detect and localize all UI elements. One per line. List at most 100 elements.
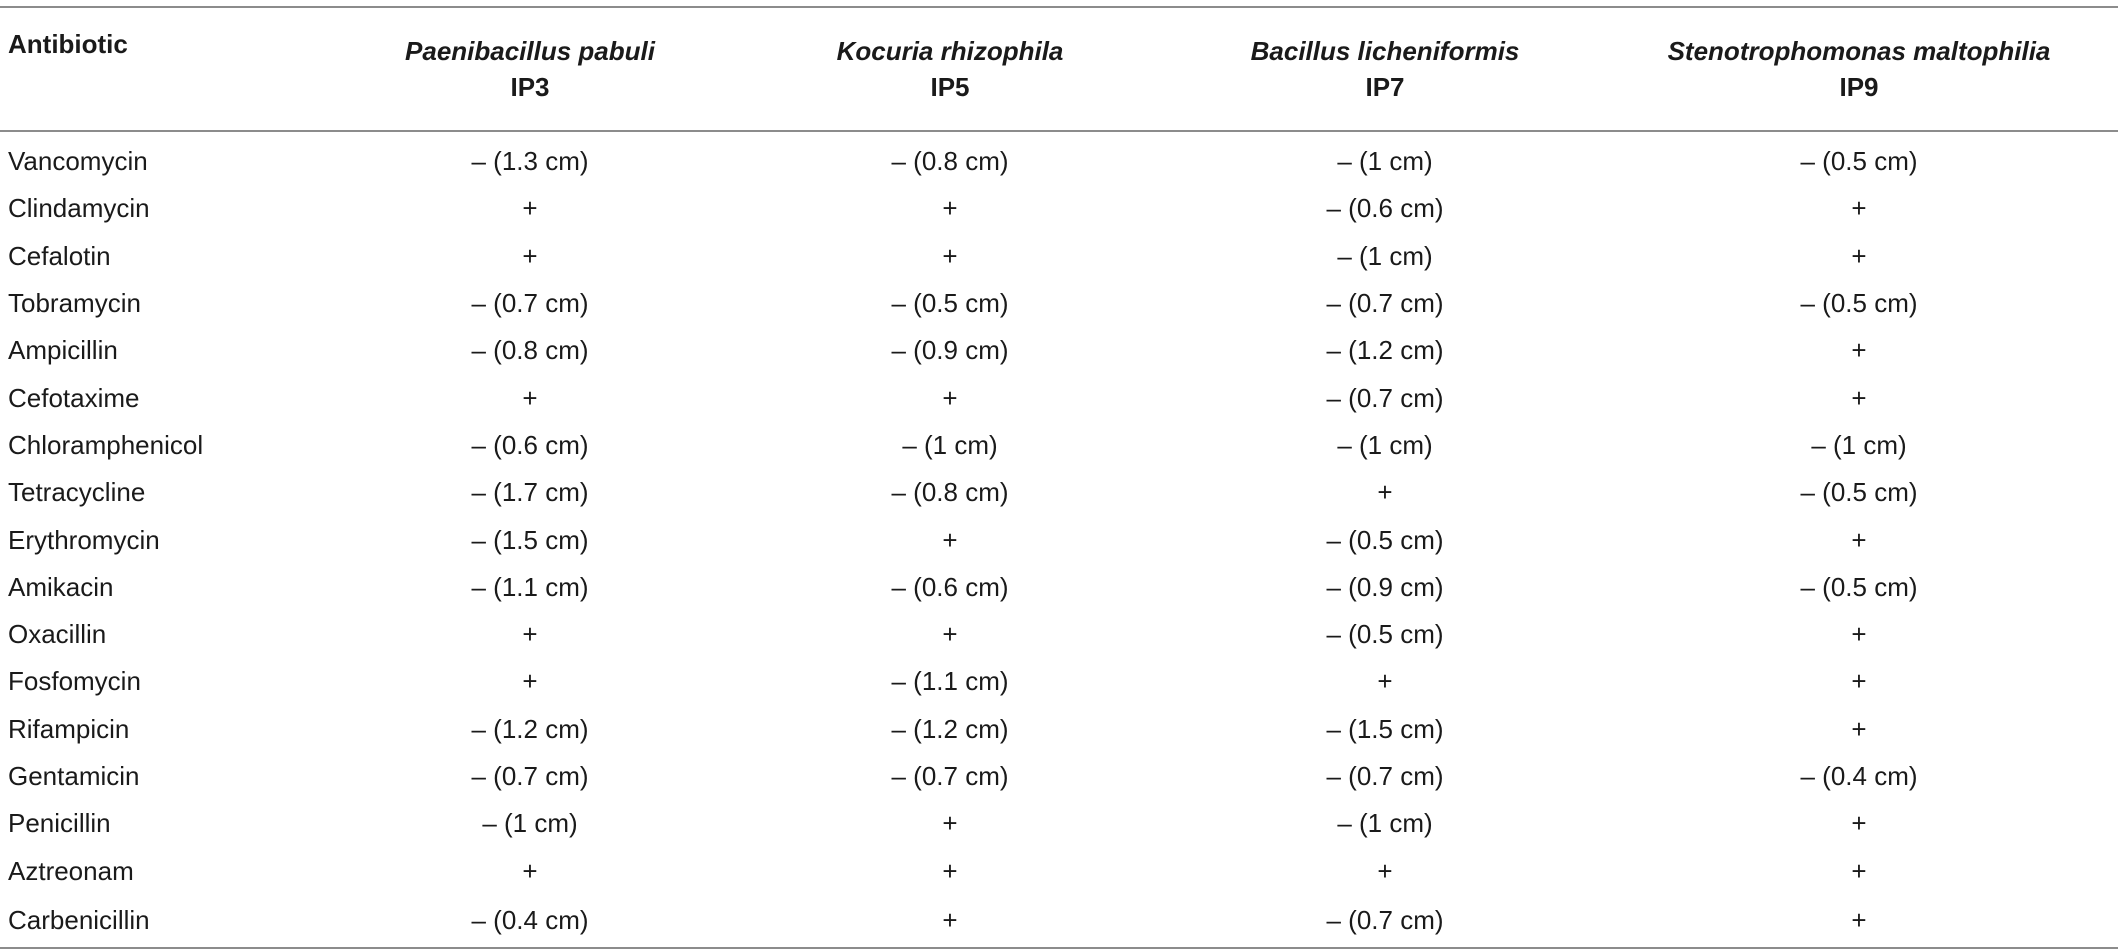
table-row: Aztreonam + + + + (0, 847, 2118, 894)
result-cell: – (0.7 cm) (1326, 288, 1444, 319)
organism-name: Bacillus licheniformis (1250, 36, 1520, 66)
result-cell: – (0.5 cm) (1800, 477, 1918, 508)
result-cell: – (0.5 cm) (1800, 288, 1918, 319)
result-cell: + (522, 193, 538, 224)
table-row: Carbenicillin – (0.4 cm) + – (0.7 cm) + (0, 894, 2118, 949)
result-cell: + (730, 894, 1170, 949)
table-row: Cefalotin + + – (1 cm) + (0, 233, 2118, 280)
antibiotic-name-cell: Tobramycin (8, 288, 141, 319)
result-cell: + (522, 382, 538, 413)
result-cell: + (1851, 855, 1867, 886)
result-cell: – (1 cm) (482, 808, 578, 839)
result-cell: + (1377, 855, 1393, 886)
result-cell: + (1851, 713, 1867, 744)
organism-name: Stenotrophomonas maltophilia (1667, 36, 2051, 66)
result-cell: – (0.7 cm) (471, 761, 589, 791)
table-body: Vancomycin – (1.3 cm) – (0.8 cm) – (1 cm) – … (0, 131, 2118, 949)
antibiotic-name-cell: Ampicillin (8, 335, 118, 366)
result-cell: – (1.5 cm) (1326, 713, 1444, 744)
result-cell: + (1851, 808, 1867, 839)
antibiotic-name-cell: Cefotaxime (8, 382, 140, 413)
result-cell: – (0.5 cm) (1800, 146, 1918, 177)
header-antibiotic: Antibiotic (8, 29, 128, 59)
result-cell: – (0.6 cm) (471, 429, 589, 460)
table-row: Tetracycline – (1.7 cm) – (0.8 cm) + – (0.5 … (0, 469, 2118, 516)
result-cell: – (1 cm) (1337, 146, 1433, 177)
result-cell: – (1 cm) (1337, 808, 1433, 839)
organism-code: IP7 (1365, 72, 1405, 102)
result-cell: + (942, 619, 958, 650)
result-cell: + (1377, 666, 1393, 697)
result-cell: – (1 cm) (1811, 429, 1907, 460)
antibiotic-name-cell: Fosfomycin (8, 666, 141, 697)
result-cell: + (1851, 193, 1867, 224)
antibiotic-name-cell: Carbenicillin (0, 894, 330, 949)
result-cell: – (1.1 cm) (891, 666, 1009, 697)
result-cell: + (1377, 477, 1393, 508)
antibiotic-name-cell: Gentamicin (8, 761, 140, 791)
result-cell: – (0.4 cm) (330, 894, 730, 949)
result-cell: – (0.9 cm) (891, 335, 1009, 366)
result-cell: – (1.3 cm) (471, 146, 589, 177)
organism-code: IP5 (930, 72, 970, 102)
result-cell: – (0.6 cm) (891, 571, 1009, 602)
result-cell: + (1851, 240, 1867, 271)
header-organism-ip9: Stenotrophomonas maltophilia IP9 (1600, 7, 2118, 131)
result-cell: + (1851, 382, 1867, 413)
antibiotic-name-cell: Tetracycline (8, 477, 146, 508)
result-cell: + (942, 808, 958, 839)
result-cell: + (1600, 894, 2118, 949)
result-cell: + (522, 619, 538, 650)
antibiotic-susceptibility-table-container: Antibiotic Paenibacillus pabuli IP3 Kocu… (0, 6, 2118, 949)
result-cell: + (942, 524, 958, 555)
result-cell: – (0.5 cm) (1326, 619, 1444, 650)
table-row: Rifampicin – (1.2 cm) – (1.2 cm) – (1.5 cm)… (0, 706, 2118, 753)
result-cell: – (0.6 cm) (1326, 193, 1444, 224)
antibiotic-name-cell: Erythromycin (8, 524, 160, 555)
header-organism-ip7: Bacillus licheniformis IP7 (1170, 7, 1600, 131)
organism-code: IP3 (510, 72, 550, 102)
result-cell: + (522, 240, 538, 271)
result-cell: – (0.8 cm) (891, 146, 1009, 177)
table-row: Ampicillin – (0.8 cm) – (0.9 cm) – (1.2 cm)… (0, 327, 2118, 374)
antibiotic-name-cell: Vancomycin (8, 146, 148, 177)
result-cell: + (942, 855, 958, 886)
result-cell: + (1851, 666, 1867, 697)
table-row: Erythromycin – (1.5 cm) + – (0.5 cm) + (0, 516, 2118, 563)
table-row: Tobramycin – (0.7 cm) – (0.5 cm) – (0.7 cm)… (0, 280, 2118, 327)
table-row: Vancomycin – (1.3 cm) – (0.8 cm) – (1 cm) – … (0, 138, 2118, 185)
result-cell: – (0.7 cm) (471, 288, 589, 319)
spacer-row (0, 131, 2118, 138)
table-row: Fosfomycin + – (1.1 cm) + + (0, 658, 2118, 705)
result-cell: – (0.8 cm) (471, 335, 589, 366)
result-cell: + (942, 240, 958, 271)
result-cell: + (522, 855, 538, 886)
result-cell: – (1.1 cm) (471, 571, 589, 602)
result-cell: – (0.7 cm) (1170, 894, 1600, 949)
result-cell: – (1.2 cm) (1326, 335, 1444, 366)
result-cell: – (0.7 cm) (891, 761, 1009, 791)
table-row: Gentamicin – (0.7 cm) – (0.7 cm) – (0.7 cm)… (0, 753, 2118, 800)
result-cell: – (0.5 cm) (1800, 571, 1918, 602)
result-cell: – (1 cm) (902, 429, 998, 460)
result-cell: – (0.5 cm) (891, 288, 1009, 319)
antibiotic-name-cell: Penicillin (8, 808, 111, 839)
result-cell: – (0.4 cm) (1800, 761, 1918, 791)
result-cell: + (942, 382, 958, 413)
result-cell: + (1851, 335, 1867, 366)
table-row: Oxacillin + + – (0.5 cm) + (0, 611, 2118, 658)
table-header: Antibiotic Paenibacillus pabuli IP3 Kocu… (0, 7, 2118, 131)
result-cell: – (1.5 cm) (471, 524, 589, 555)
antibiotic-name-cell: Cefalotin (8, 240, 111, 271)
antibiotic-name-cell: Amikacin (8, 571, 114, 602)
result-cell: – (0.9 cm) (1326, 571, 1444, 602)
table-row: Amikacin – (1.1 cm) – (0.6 cm) – (0.9 cm) – … (0, 564, 2118, 611)
table-row: Chloramphenicol – (0.6 cm) – (1 cm) – (1 cm… (0, 422, 2118, 469)
table-row: Penicillin – (1 cm) + – (1 cm) + (0, 800, 2118, 847)
result-cell: + (522, 666, 538, 697)
antibiotic-susceptibility-table: Antibiotic Paenibacillus pabuli IP3 Kocu… (0, 6, 2118, 949)
table-row: Clindamycin + + – (0.6 cm) + (0, 185, 2118, 232)
antibiotic-name-cell: Clindamycin (8, 193, 150, 224)
antibiotic-name-cell: Oxacillin (8, 619, 107, 650)
antibiotic-name-cell: Aztreonam (8, 855, 134, 886)
